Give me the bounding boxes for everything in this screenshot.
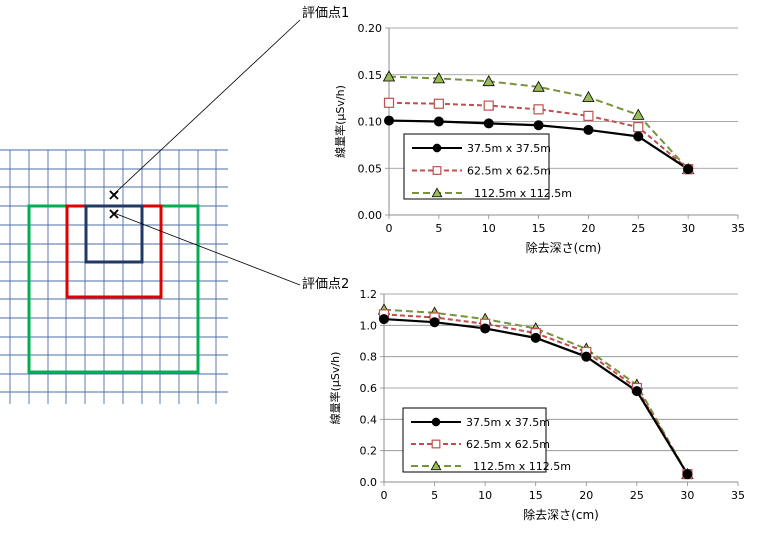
y-axis-label: 線量率(μSv/h) xyxy=(328,352,342,425)
y-tick-label: 0.00 xyxy=(358,209,383,222)
data-point-2 xyxy=(482,74,495,87)
legend-label-2: 112.5m x 112.5m xyxy=(473,460,571,473)
data-point-2 xyxy=(632,108,645,120)
x-tick-label: 0 xyxy=(386,222,393,235)
legend-marker-2 xyxy=(430,460,442,471)
data-point-1 xyxy=(633,122,644,133)
data-point-1 xyxy=(533,104,544,115)
y-tick-label: 0.6 xyxy=(360,382,378,395)
x-tick-label: 20 xyxy=(581,222,595,235)
x-tick-label: 10 xyxy=(478,489,492,502)
x-tick-label: 15 xyxy=(532,222,546,235)
data-point-0 xyxy=(631,386,642,397)
y-tick-label: 0.20 xyxy=(358,22,383,35)
small-square-37-5m xyxy=(84,204,144,264)
x-tick-label: 20 xyxy=(579,489,593,502)
data-point-2 xyxy=(432,72,446,84)
data-point-0 xyxy=(583,124,594,135)
data-point-0 xyxy=(683,164,694,175)
x-tick-label: 35 xyxy=(731,222,745,235)
legend-marker-0 xyxy=(431,417,441,427)
x-tick-label: 5 xyxy=(431,489,438,502)
y-tick-label: 0.8 xyxy=(360,351,378,364)
data-point-0 xyxy=(433,116,444,127)
data-point-1 xyxy=(433,98,444,109)
x-tick-label: 25 xyxy=(631,222,645,235)
y-tick-label: 1.0 xyxy=(360,319,378,332)
x-tick-label: 35 xyxy=(731,489,745,502)
data-point-1 xyxy=(583,110,594,121)
x-tick-label: 5 xyxy=(435,222,442,235)
large-square-112-5m xyxy=(27,204,200,374)
data-point-0 xyxy=(483,118,494,129)
eval-point-1-marker: × xyxy=(107,185,120,204)
y-axis-label: 線量率(μSv/h) xyxy=(333,85,347,158)
x-axis-label: 除去深さ(cm) xyxy=(523,507,599,522)
data-point-1 xyxy=(383,97,395,108)
data-point-0 xyxy=(530,332,541,343)
legend-marker-1 xyxy=(432,166,442,175)
y-tick-label: 0.10 xyxy=(358,116,383,129)
x-tick-label: 30 xyxy=(680,489,694,502)
x-axis-label: 除去深さ(cm) xyxy=(526,240,602,255)
legend-label-0: 37.5m x 37.5m xyxy=(466,416,550,429)
chart-bottom: 0.0 0.2 0.4 0.6 0.8 1.0 1.2 0 5 10 15 20 25 30 35 除去深さ(… xyxy=(328,288,745,522)
legend-marker-0 xyxy=(432,143,442,153)
grid-diagram xyxy=(0,149,228,404)
leader-line-point1 xyxy=(113,19,301,195)
data-point-2 xyxy=(532,80,545,92)
x-tick-label: 10 xyxy=(482,222,496,235)
eval-point-2-marker: × xyxy=(107,204,120,223)
data-point-0 xyxy=(682,469,693,480)
data-point-2 xyxy=(382,70,396,82)
data-point-0 xyxy=(480,323,491,334)
x-tick-label: 25 xyxy=(630,489,644,502)
y-tick-label: 0.05 xyxy=(358,162,383,175)
data-point-0 xyxy=(533,120,544,131)
y-tick-label: 0.2 xyxy=(360,445,378,458)
legend-box xyxy=(403,133,550,200)
legend-label-2: 112.5m x 112.5m xyxy=(474,187,572,200)
chart-top: 0.00 0.05 0.10 0.15 0.20 0 5 10 15 20 25 30 35 除去深さ(c… xyxy=(333,22,745,255)
legend-label-1: 62.5m x 62.5m xyxy=(467,165,551,178)
data-point-0 xyxy=(384,115,394,126)
point1-label: 評価点1 xyxy=(302,6,349,21)
point2-label: 評価点2 xyxy=(302,277,349,292)
y-tick-label: 0.0 xyxy=(360,476,378,489)
legend-marker-1 xyxy=(431,439,441,449)
x-tick-label: 15 xyxy=(529,489,543,502)
data-point-0 xyxy=(379,314,389,325)
leader-line-point2 xyxy=(113,212,301,286)
legend-box xyxy=(402,407,547,473)
legend-marker-2 xyxy=(431,187,443,198)
data-point-2 xyxy=(582,90,595,102)
x-tick-label: 30 xyxy=(681,222,695,235)
legend-label-0: 37.5m x 37.5m xyxy=(467,142,551,155)
y-tick-label: 1.2 xyxy=(360,288,378,301)
x-tick-label: 0 xyxy=(381,489,388,502)
y-tick-label: 0.4 xyxy=(360,413,378,426)
data-point-0 xyxy=(633,131,644,142)
data-point-1 xyxy=(483,100,494,111)
legend-label-1: 62.5m x 62.5m xyxy=(466,438,550,451)
y-tick-label: 0.15 xyxy=(358,69,383,82)
data-point-0 xyxy=(429,317,440,328)
data-point-0 xyxy=(581,351,592,362)
